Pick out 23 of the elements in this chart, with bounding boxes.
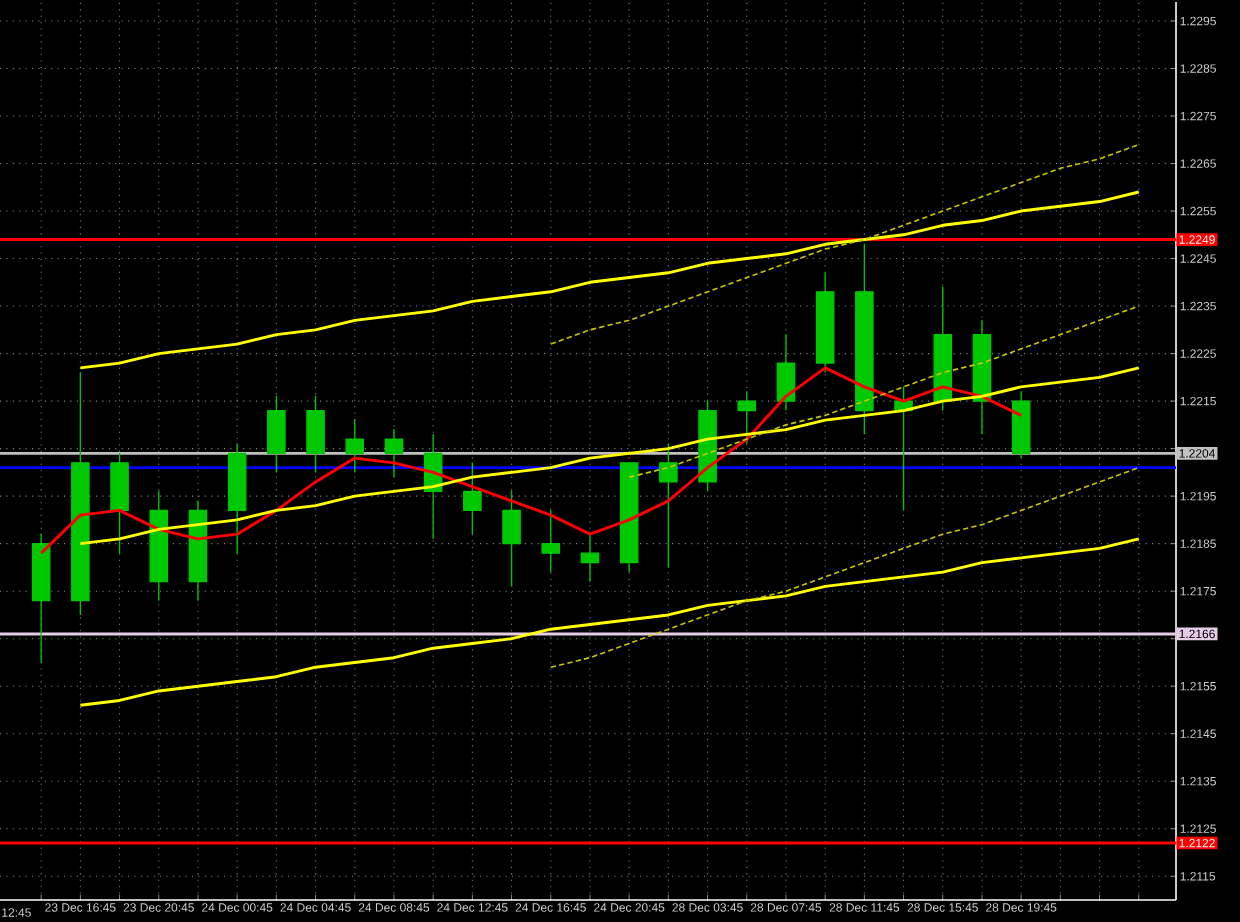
candlestick	[659, 443, 678, 569]
candlestick	[227, 443, 247, 554]
candlestick	[619, 462, 639, 573]
candlestick	[110, 452, 129, 554]
candlestick	[345, 419, 365, 474]
candlestick	[149, 490, 169, 602]
candlestick	[1011, 390, 1031, 459]
candlestick	[71, 371, 90, 616]
candlestick	[267, 395, 286, 474]
line-series	[39, 366, 1023, 555]
candlestick	[580, 533, 600, 583]
candlestick	[815, 272, 835, 374]
candlestick	[384, 428, 404, 478]
candlestick	[776, 333, 796, 412]
candlestick	[31, 533, 51, 664]
candlestick	[933, 286, 953, 412]
candlestick	[737, 390, 757, 445]
candlestick	[502, 490, 521, 588]
candlestick	[855, 243, 874, 436]
candlestick	[463, 462, 482, 535]
line-series	[78, 190, 1141, 370]
candlestick	[306, 395, 325, 474]
candlestick	[541, 509, 561, 573]
